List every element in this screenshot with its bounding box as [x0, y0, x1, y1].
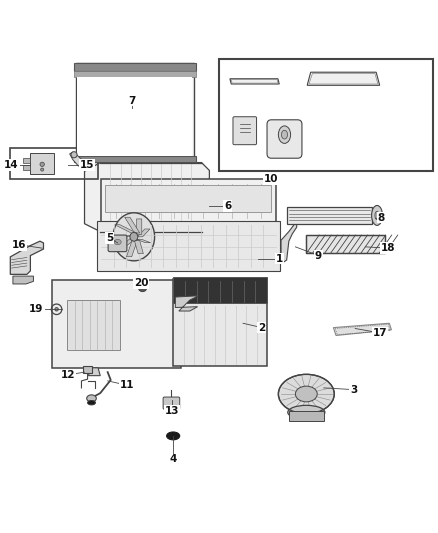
Polygon shape [230, 79, 279, 84]
Bar [77, 77, 192, 156]
Ellipse shape [166, 432, 180, 440]
Bar [219, 59, 433, 171]
Polygon shape [11, 241, 43, 274]
Ellipse shape [288, 405, 325, 419]
Text: 3: 3 [350, 385, 357, 394]
Ellipse shape [114, 239, 121, 245]
Ellipse shape [279, 126, 290, 143]
Bar [101, 179, 276, 271]
Bar [306, 235, 385, 253]
Text: 5: 5 [106, 233, 113, 243]
Ellipse shape [113, 213, 155, 261]
Text: 6: 6 [224, 201, 231, 211]
Ellipse shape [130, 232, 138, 241]
Text: 18: 18 [381, 243, 396, 253]
Bar [23, 158, 30, 163]
Ellipse shape [40, 162, 44, 166]
FancyBboxPatch shape [267, 120, 302, 158]
Bar [23, 165, 30, 169]
Text: 12: 12 [61, 370, 76, 380]
Bar [173, 279, 267, 366]
Polygon shape [281, 224, 297, 262]
Ellipse shape [88, 400, 95, 405]
Bar [74, 63, 196, 71]
Polygon shape [85, 163, 209, 231]
Ellipse shape [371, 205, 382, 225]
Polygon shape [115, 225, 138, 233]
Bar [83, 366, 92, 373]
Polygon shape [127, 240, 138, 257]
Text: 10: 10 [264, 174, 279, 184]
Bar [52, 280, 181, 368]
Polygon shape [111, 236, 136, 238]
Ellipse shape [375, 211, 379, 220]
Polygon shape [307, 72, 380, 85]
FancyBboxPatch shape [163, 397, 180, 409]
Bar [306, 235, 385, 253]
Text: 8: 8 [378, 213, 385, 223]
Bar [74, 157, 196, 161]
Ellipse shape [41, 168, 44, 171]
Ellipse shape [87, 395, 96, 402]
Bar [30, 153, 54, 174]
Polygon shape [13, 276, 33, 284]
Ellipse shape [282, 130, 288, 139]
Text: 4: 4 [170, 455, 177, 464]
Text: 19: 19 [29, 304, 44, 314]
Text: 2: 2 [258, 322, 265, 333]
Ellipse shape [139, 285, 147, 292]
Text: 14: 14 [4, 160, 19, 170]
Polygon shape [116, 238, 136, 251]
Bar [76, 63, 194, 161]
Polygon shape [333, 323, 392, 335]
Polygon shape [137, 239, 151, 243]
Text: 1: 1 [276, 254, 283, 264]
Text: 15: 15 [80, 160, 95, 170]
Bar [287, 207, 372, 224]
Text: 13: 13 [165, 406, 179, 416]
Ellipse shape [295, 386, 317, 402]
Text: 17: 17 [372, 328, 387, 338]
Ellipse shape [279, 374, 334, 414]
Polygon shape [70, 152, 85, 166]
Text: 7: 7 [128, 95, 135, 106]
Text: 20: 20 [134, 278, 148, 288]
Bar [106, 185, 272, 212]
Ellipse shape [71, 152, 77, 158]
Polygon shape [134, 241, 143, 254]
Polygon shape [125, 217, 140, 233]
Polygon shape [88, 368, 100, 376]
Polygon shape [175, 296, 198, 311]
Text: 16: 16 [12, 240, 26, 249]
FancyBboxPatch shape [108, 235, 127, 252]
Polygon shape [137, 219, 142, 235]
Bar [173, 277, 267, 303]
Ellipse shape [55, 308, 58, 311]
FancyBboxPatch shape [233, 117, 257, 144]
Polygon shape [138, 229, 150, 237]
Text: 11: 11 [120, 380, 134, 390]
Bar [97, 221, 280, 271]
Bar [289, 411, 324, 421]
Bar [11, 148, 98, 179]
Polygon shape [67, 300, 120, 350]
Text: 9: 9 [315, 251, 322, 261]
Bar [74, 71, 196, 77]
